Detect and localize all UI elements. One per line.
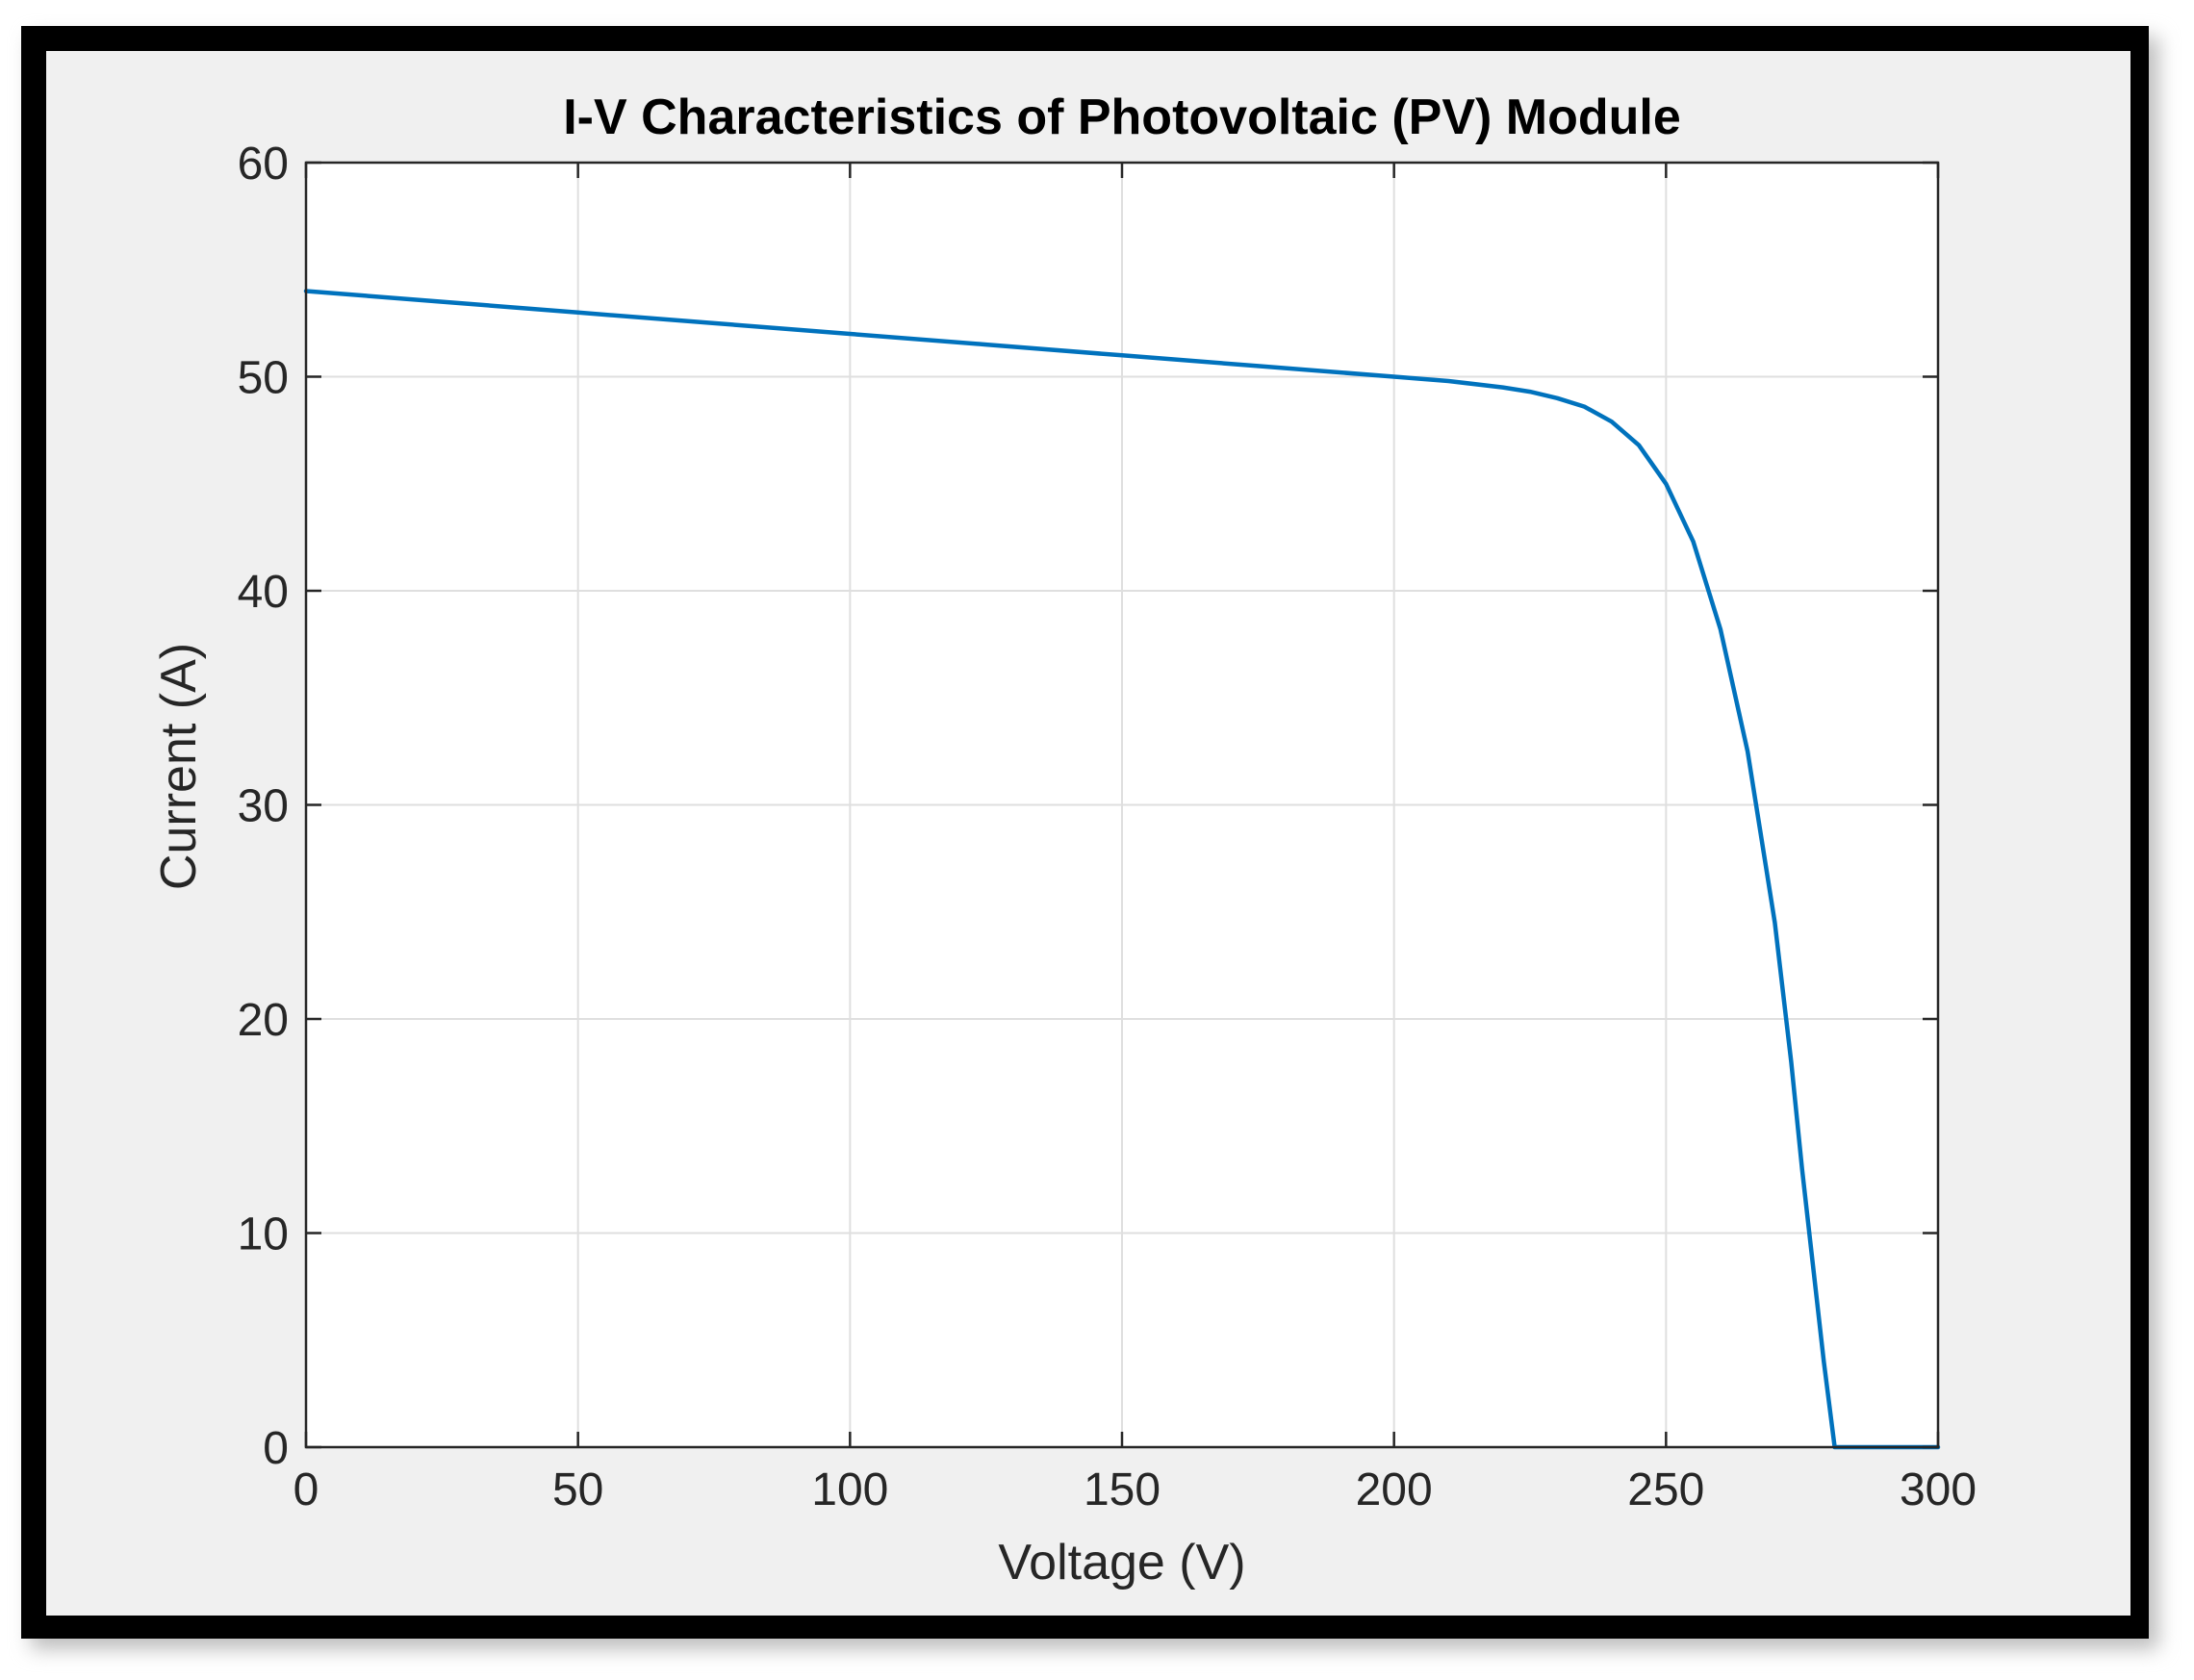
y-tick-label: 0: [263, 1423, 289, 1474]
x-tick-label: 250: [1627, 1464, 1704, 1515]
y-tick-label: 10: [238, 1209, 289, 1260]
x-tick-label: 300: [1900, 1464, 1977, 1515]
y-tick-label: 60: [238, 139, 289, 190]
y-tick-label: 40: [238, 567, 289, 618]
tick-marks: [304, 161, 1940, 1449]
x-tick-label: 200: [1356, 1464, 1433, 1515]
y-tick-label: 30: [238, 781, 289, 832]
y-axis-label: Current (A): [151, 643, 207, 890]
y-tick-label: 50: [238, 353, 289, 404]
chart: 0 50 100 150 200 250 300 0 10 20 30 40 50 60 I-V Cha…: [151, 89, 1977, 1591]
x-tick-labels: 0 50 100 150 200 250 300: [293, 1464, 1977, 1515]
x-tick-label: 0: [293, 1464, 319, 1515]
series-layer: [303, 289, 1941, 1450]
chart-title: I-V Characteristics of Photovoltaic (PV)…: [563, 89, 1681, 145]
y-tick-label: 20: [238, 995, 289, 1046]
x-axis-label: Voltage (V): [998, 1535, 1245, 1591]
figure-area: 0 50 100 150 200 250 300 0 10 20 30 40 50 60 I-V Cha…: [46, 51, 2130, 1616]
series-line-iv-curve: [303, 289, 1941, 1450]
y-tick-labels: 0 10 20 30 40 50 60: [238, 139, 289, 1474]
x-tick-label: 50: [552, 1464, 603, 1515]
x-tick-label: 100: [811, 1464, 888, 1515]
x-tick-label: 150: [1084, 1464, 1161, 1515]
